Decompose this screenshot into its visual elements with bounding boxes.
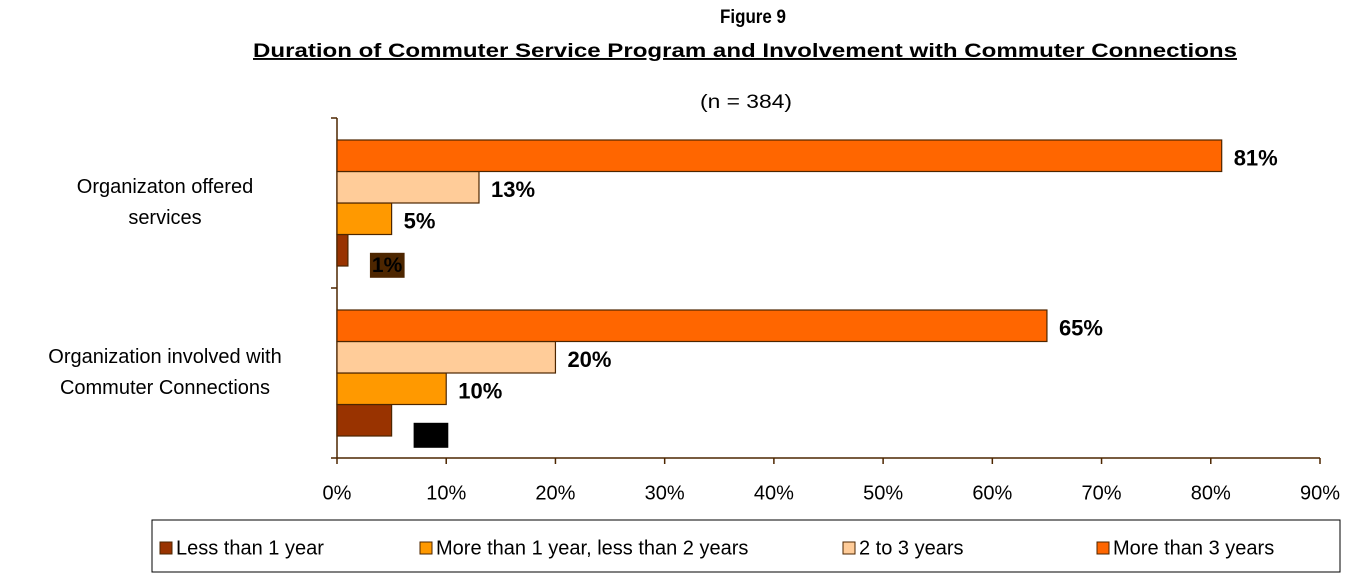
bar bbox=[336, 139, 1223, 173]
legend-swatch bbox=[159, 541, 173, 555]
data-label: 13% bbox=[491, 177, 535, 202]
x-tick-label: 30% bbox=[645, 482, 685, 504]
x-tick-label: 70% bbox=[1082, 482, 1122, 504]
x-tick-label: 80% bbox=[1191, 482, 1231, 504]
data-label-bg bbox=[369, 252, 405, 278]
x-tick-label: 90% bbox=[1300, 482, 1340, 504]
bar bbox=[336, 202, 393, 236]
x-tick-label: 60% bbox=[972, 482, 1012, 504]
data-label: 5% bbox=[404, 209, 436, 234]
legend-label: More than 1 year, less than 2 years bbox=[436, 537, 748, 559]
data-label: 10% bbox=[458, 379, 502, 404]
bar bbox=[336, 170, 480, 204]
y-tick-label: Commuter Connections bbox=[60, 377, 270, 399]
bar bbox=[336, 372, 447, 406]
data-label-bg bbox=[413, 422, 449, 448]
data-label: 81% bbox=[1234, 146, 1278, 171]
y-tick-label: Organization involved with bbox=[48, 346, 281, 368]
data-label: 65% bbox=[1059, 316, 1103, 341]
legend-label: 2 to 3 years bbox=[859, 537, 964, 559]
chart-note: (n = 384) bbox=[700, 92, 792, 113]
bar bbox=[336, 309, 1048, 343]
legend-swatch bbox=[419, 541, 433, 555]
legend-box bbox=[151, 519, 1341, 573]
y-tick-label: Organizaton offered bbox=[77, 176, 253, 198]
x-tick-label: 20% bbox=[535, 482, 575, 504]
x-tick-label: 10% bbox=[426, 482, 466, 504]
data-label: 1% bbox=[372, 254, 403, 277]
x-tick-label: 50% bbox=[863, 482, 903, 504]
legend-swatch bbox=[1096, 541, 1110, 555]
legend-swatch bbox=[842, 541, 856, 555]
bar bbox=[336, 403, 393, 437]
legend-label: More than 3 years bbox=[1113, 537, 1274, 559]
chart-title: Figure 9 bbox=[720, 7, 786, 28]
x-tick-label: 40% bbox=[754, 482, 794, 504]
x-tick-label: 0% bbox=[323, 482, 352, 504]
bar bbox=[336, 340, 557, 374]
legend-label: Less than 1 year bbox=[176, 537, 324, 559]
y-tick-label: services bbox=[128, 207, 201, 229]
data-label: 5% bbox=[416, 424, 447, 447]
data-label: 20% bbox=[567, 347, 611, 372]
chart-subtitle: Duration of Commuter Service Program and… bbox=[253, 41, 1237, 62]
bar bbox=[336, 233, 349, 267]
